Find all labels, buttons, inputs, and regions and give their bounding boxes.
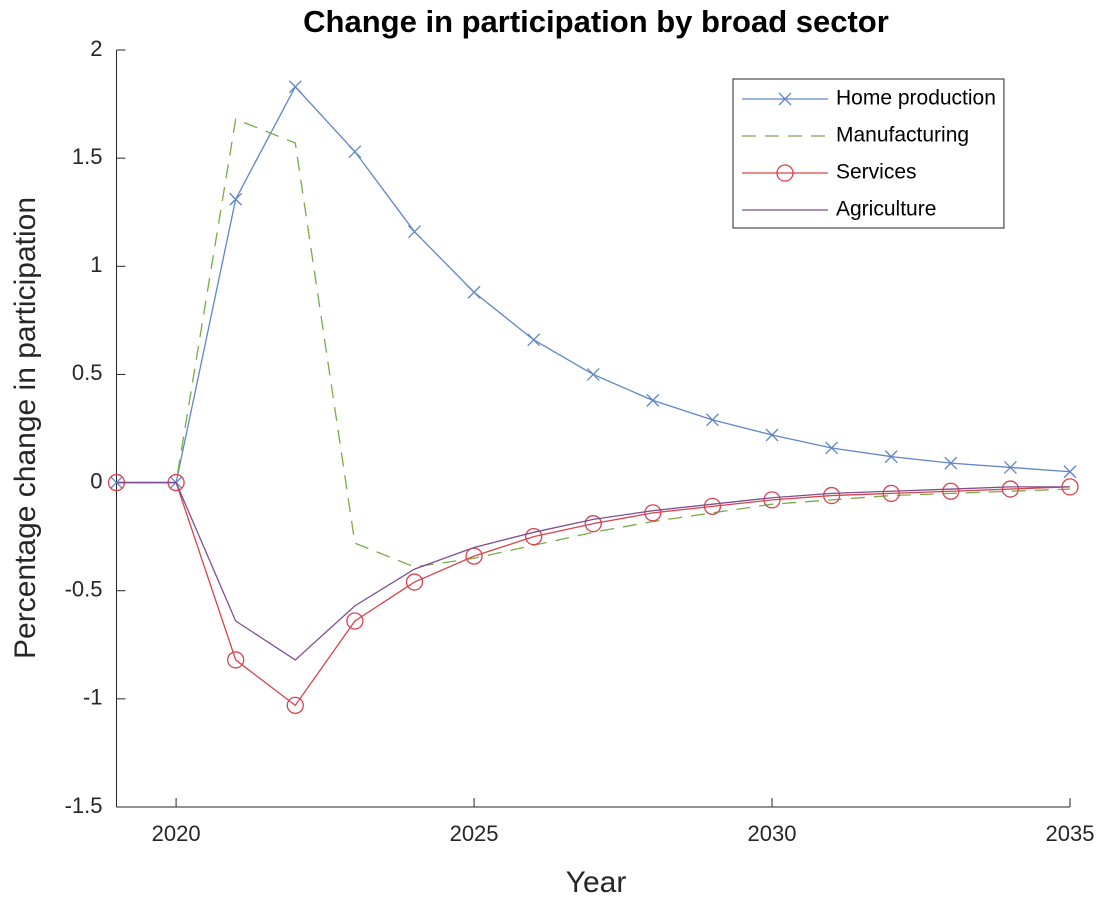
y-tick-label: 1 [90,252,102,277]
y-tick-label: 0.5 [72,360,103,385]
marker [586,367,600,381]
series-line [116,481,1070,661]
marker [646,393,660,407]
legend-label: Manufacturing [836,124,969,147]
x-tick-label: 2035 [1046,821,1095,846]
marker [525,527,543,546]
marker [227,651,245,669]
marker [1001,480,1020,498]
marker [527,333,541,347]
marker [882,484,900,503]
legend-label: Home production [836,87,996,110]
marker [584,515,602,533]
marker [1063,465,1077,479]
y-tick-label: -1.5 [65,793,103,818]
marker [405,573,424,591]
marker [1003,460,1017,474]
marker [778,92,792,106]
marker [467,285,481,299]
y-tick-label: 0 [90,468,102,493]
marker [822,486,841,505]
marker [286,696,304,714]
marker [763,491,781,509]
x-tick-label: 2030 [748,821,797,846]
series-line [116,118,1071,568]
marker [765,428,779,442]
chart-title: Change in participation by broad sector [303,4,889,39]
marker [776,164,794,182]
marker [705,413,719,427]
marker [408,225,421,239]
y-tick-label: 1.5 [72,144,103,169]
legend-box [732,78,1005,229]
marker [288,80,302,94]
y-axis-label: Percentage change in participation [9,197,42,659]
legend-label: Agriculture [836,198,936,221]
marker [825,441,839,455]
marker [884,450,898,464]
y-tick-label: 2 [90,36,102,61]
x-tick-label: 2025 [450,821,499,846]
y-tick-label: -1 [83,685,103,710]
x-axis-label: Year [566,866,627,899]
marker [229,192,243,206]
marker [703,497,722,516]
marker [942,482,960,500]
marker [944,456,958,470]
y-tick-label: -0.5 [65,577,103,602]
series-line [116,481,1071,707]
legend: Home production Manufacturing Services Agri… [732,78,1005,229]
marker [644,504,662,522]
marker [346,612,364,630]
marker [348,145,362,159]
x-tick-label: 2020 [152,821,201,846]
legend-label: Services [836,161,917,184]
